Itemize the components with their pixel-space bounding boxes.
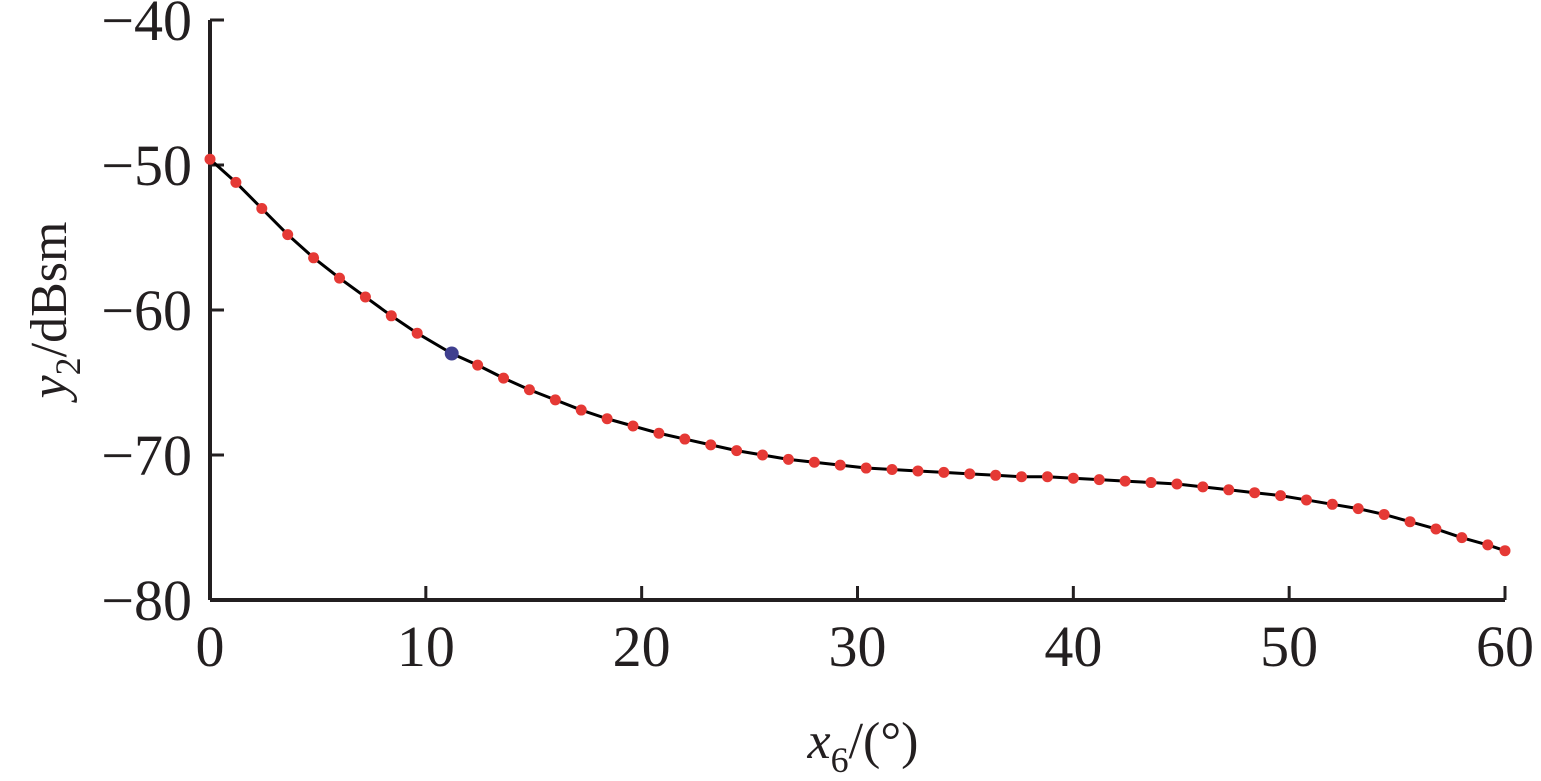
data-point xyxy=(1378,508,1390,520)
data-point xyxy=(498,372,510,384)
data-point xyxy=(1067,472,1079,484)
y-axis-var: y xyxy=(21,374,78,403)
data-point xyxy=(1041,471,1053,483)
data-point xyxy=(334,272,345,284)
data-point xyxy=(1352,503,1364,515)
data-point xyxy=(757,449,769,461)
data-point xyxy=(731,445,743,457)
data-point xyxy=(359,291,371,303)
x-axis-title: x6/(°) xyxy=(807,713,919,776)
data-point xyxy=(860,462,872,474)
data-point xyxy=(834,459,846,471)
data-point xyxy=(1016,471,1028,483)
data-point xyxy=(1430,523,1442,535)
x-axis-unit: /(°) xyxy=(849,713,919,770)
x-tick-label: 0 xyxy=(196,614,225,679)
data-point xyxy=(653,427,665,439)
data-point xyxy=(705,439,717,451)
y-tick-label: −70 xyxy=(101,423,192,488)
y-axis-title: y2/dBsm xyxy=(21,222,88,404)
x-tick-label: 30 xyxy=(829,614,887,679)
data-point xyxy=(1119,475,1131,487)
data-point xyxy=(1171,478,1183,490)
data-point xyxy=(990,469,1002,481)
marker-layer xyxy=(204,153,1511,557)
highlight-point xyxy=(444,346,459,361)
data-point xyxy=(1499,545,1511,557)
data-point xyxy=(411,327,423,339)
data-point xyxy=(308,252,320,264)
data-point xyxy=(1300,494,1312,506)
axes xyxy=(208,20,1505,602)
y-axis-sub: 2 xyxy=(48,357,88,375)
data-point xyxy=(1249,487,1261,499)
data-series-line xyxy=(208,158,1506,553)
x-tick-label: 50 xyxy=(1260,614,1318,679)
data-point xyxy=(256,203,268,214)
data-line-layer xyxy=(208,158,1506,553)
data-point xyxy=(1145,477,1157,489)
y-tick-label: −80 xyxy=(101,568,192,633)
data-point xyxy=(575,404,587,416)
data-point xyxy=(601,413,613,425)
data-point xyxy=(1326,498,1338,510)
data-point xyxy=(1223,484,1235,496)
data-point xyxy=(230,176,242,188)
data-point xyxy=(549,394,561,406)
data-point xyxy=(1404,516,1416,528)
x-axis-var: x xyxy=(807,713,831,770)
y-tick-label: −40 xyxy=(101,0,192,53)
data-point xyxy=(385,310,397,322)
axis-labels: x6/(°) y2/dBsm xyxy=(21,222,919,780)
data-point xyxy=(886,464,898,475)
data-point xyxy=(472,359,484,371)
y-tick-label: −50 xyxy=(101,133,192,198)
data-point xyxy=(1482,539,1494,551)
data-point xyxy=(1456,532,1468,544)
x-tick-label: 60 xyxy=(1476,614,1534,679)
data-point xyxy=(1197,481,1209,493)
x-tick-label: 40 xyxy=(1044,614,1102,679)
data-point xyxy=(627,420,639,432)
data-point xyxy=(679,433,691,445)
x-axis-sub: 6 xyxy=(831,740,849,776)
x-tick-label: 10 xyxy=(397,614,455,679)
data-point xyxy=(523,384,535,396)
y-tick-label: −60 xyxy=(101,278,192,343)
data-point xyxy=(204,153,216,165)
data-point xyxy=(282,229,294,241)
y-axis-unit: /dBsm xyxy=(21,222,78,358)
data-point xyxy=(782,453,794,465)
data-point xyxy=(938,466,950,478)
data-point xyxy=(808,456,820,468)
data-point xyxy=(912,465,924,477)
x-tick-label: 20 xyxy=(613,614,671,679)
ticks: 0 10 20 30 40 50 60 −80 −70 −60 −50 −40 xyxy=(101,0,1534,679)
data-point xyxy=(1093,474,1105,486)
data-point xyxy=(964,468,976,480)
data-point xyxy=(1275,490,1287,502)
